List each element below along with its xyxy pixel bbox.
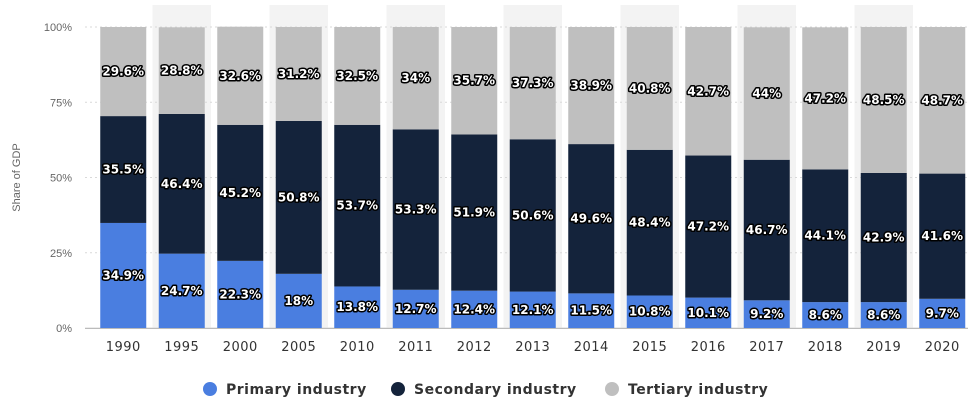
x-tick-label: 2010 [340, 340, 375, 355]
data-label: 48.4% [629, 216, 671, 230]
data-label: 45.2% [219, 186, 261, 200]
data-label: 48.5% [863, 93, 905, 107]
x-tick-label: 2012 [457, 340, 492, 355]
data-label: 37.3% [512, 76, 554, 90]
legend-item-tertiary-industry[interactable]: Tertiary industry [605, 382, 768, 398]
data-label: 41.6% [921, 229, 963, 243]
x-tick-label: 2000 [223, 340, 258, 355]
legend-marker [203, 382, 217, 396]
data-label: 22.3% [219, 287, 261, 301]
data-label: 42.9% [863, 231, 905, 245]
y-axis: 0% 25% 50% 75% 100% [44, 22, 72, 335]
x-tick-label: 2019 [866, 340, 901, 355]
data-label: 32.5% [336, 69, 378, 83]
legend-item-primary-industry[interactable]: Primary industry [203, 382, 367, 398]
x-tick-label: 1995 [164, 340, 199, 355]
y-tick-label: 100% [44, 22, 72, 34]
x-tick-label: 2005 [281, 340, 316, 355]
x-tick-label: 2017 [749, 340, 784, 355]
legend-item-secondary-industry[interactable]: Secondary industry [391, 382, 577, 398]
data-label: 8.6% [867, 308, 900, 322]
data-label: 12.4% [453, 302, 495, 316]
data-label: 48.7% [921, 93, 963, 107]
data-label: 28.8% [161, 64, 203, 78]
x-axis: 1990 1995 2000 2005 2010 2011 2012 2013 2014 2015… [106, 340, 960, 355]
data-label: 42.7% [687, 84, 729, 98]
data-label: 18% [284, 294, 313, 308]
data-label: 53.3% [395, 203, 437, 217]
data-label: 35.5% [102, 163, 144, 177]
data-label: 31.2% [278, 67, 320, 81]
data-label: 47.2% [687, 220, 729, 234]
data-label: 12.7% [395, 302, 437, 316]
data-label: 50.8% [278, 190, 320, 204]
data-label: 9.7% [926, 306, 959, 320]
data-label: 44.1% [804, 229, 846, 243]
data-label: 8.6% [809, 308, 842, 322]
legend-label: Primary industry [226, 382, 367, 398]
data-label: 34.9% [102, 268, 144, 282]
data-label: 34% [401, 71, 430, 85]
data-label: 40.8% [629, 81, 671, 95]
data-label: 51.9% [453, 206, 495, 220]
data-label: 35.7% [453, 74, 495, 88]
data-label: 44% [752, 87, 781, 101]
data-label: 47.2% [804, 91, 846, 105]
data-label: 12.1% [512, 303, 554, 317]
legend-marker [391, 382, 405, 396]
data-label: 46.4% [161, 177, 203, 191]
y-tick-label: 75% [50, 97, 72, 109]
x-tick-label: 2013 [515, 340, 550, 355]
y-tick-label: 0% [56, 323, 72, 335]
data-label: 38.9% [570, 79, 612, 93]
y-tick-label: 25% [50, 248, 72, 260]
x-tick-label: 2016 [691, 340, 726, 355]
x-tick-label: 1990 [106, 340, 141, 355]
x-tick-label: 2018 [808, 340, 843, 355]
data-label: 24.7% [161, 284, 203, 298]
data-label: 49.6% [570, 212, 612, 226]
data-label: 29.6% [102, 65, 144, 79]
data-label: 9.2% [750, 307, 783, 321]
data-label: 10.1% [687, 306, 729, 320]
data-label: 32.6% [219, 69, 261, 83]
data-label: 11.5% [570, 304, 612, 318]
y-axis-title: Share of GDP [11, 143, 23, 211]
data-label: 10.8% [629, 305, 671, 319]
data-label: 53.7% [336, 199, 378, 213]
x-tick-label: 2015 [632, 340, 667, 355]
data-label: 46.7% [746, 223, 788, 237]
data-label: 50.6% [512, 208, 554, 222]
legend-label: Secondary industry [414, 382, 577, 398]
x-tick-label: 2011 [398, 340, 433, 355]
x-tick-label: 2020 [925, 340, 960, 355]
y-tick-label: 50% [50, 173, 72, 185]
legend-marker [605, 382, 619, 396]
legend-label: Tertiary industry [628, 382, 768, 398]
legend[interactable]: Primary industry Secondary industry Tertia… [203, 382, 768, 398]
x-tick-label: 2014 [574, 340, 609, 355]
data-label: 13.8% [336, 300, 378, 314]
